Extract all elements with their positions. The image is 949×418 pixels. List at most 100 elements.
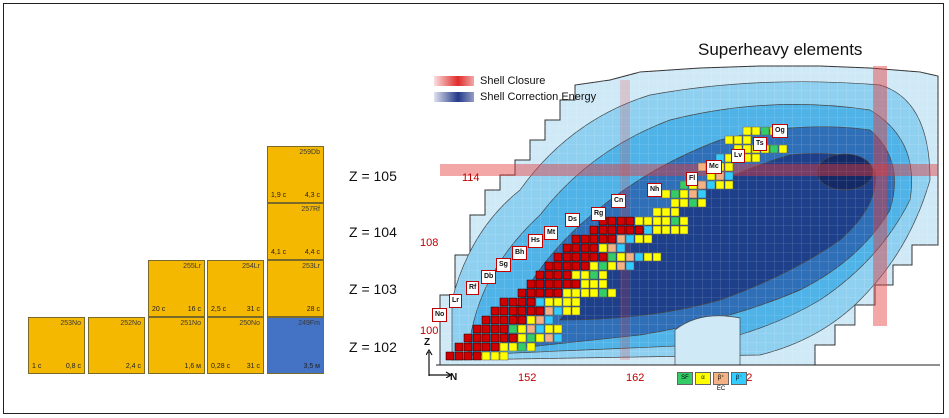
legend-shell-closure: Shell Closure [434,75,545,87]
nuclide-square [733,135,743,145]
nuclide-square [616,252,626,262]
element-label: Ts [753,137,767,151]
decay-ec: β⁺ EC [713,372,729,392]
isotope-label: 252No [120,320,141,327]
nuclide-square [553,261,563,271]
nuclide-square [544,315,554,325]
z-label: Z = 102 [349,339,397,355]
nuclide-square [508,342,518,352]
nuclide-square [607,225,617,235]
nuclide-square [481,315,491,325]
element-label: Cn [611,194,627,208]
legend-label: Shell Closure [480,75,546,87]
isotope-label: 257Rf [301,206,320,213]
nuclide-square [697,162,707,172]
decay-legend: SF α β⁺ EC β⁻ [677,372,749,392]
nuclide-square [598,252,608,262]
half-life: 31 c [246,306,260,313]
nuclide-square [634,234,644,244]
nuclide-square [571,243,581,253]
legend-shell-correction: Shell Correction Energy [434,91,596,103]
decay-alpha: α [695,372,711,385]
nuclide-square [724,171,734,181]
shell-closure-band [873,66,887,326]
nuclide-square [463,342,473,352]
half-life: 20 c [152,306,166,313]
nuclide-square [463,351,473,361]
nuclide-square [544,261,554,271]
nuclide-square [589,270,599,280]
nuclide-square [490,333,500,343]
nuclide-square [544,324,554,334]
nuclide-square [652,225,662,235]
nuclide-square [526,279,536,289]
nuclide-square [517,315,527,325]
nuclide-square [688,198,698,208]
nuclide-square [571,306,581,316]
nuclide-square [679,216,689,226]
half-life: 28 c [306,306,320,313]
nuclide-square [517,324,527,334]
isotope-label: 251No [180,320,201,327]
half-life: 0,28 c [211,363,231,370]
element-label: Mt [544,226,559,240]
nuclide-square [517,288,527,298]
nuclide-square [517,306,527,316]
nuclide-cell: 254Lr 2,5 c 31 c [207,260,264,317]
nuclide-square [490,306,500,316]
nuclide-square [553,288,563,298]
nuclide-square [589,288,599,298]
nuclide-square [670,207,680,217]
nuclide-square [553,270,563,280]
nuclide-square [499,342,509,352]
nuclide-square [679,198,689,208]
decay-beta: β⁻ [731,372,747,385]
nuclide-square [562,252,572,262]
nuclide-square [634,225,644,235]
nuclide-square [697,180,707,190]
nuclide-square [661,189,671,199]
nuclide-square [661,216,671,226]
element-label: Lr [449,294,462,308]
nuclide-square [544,270,554,280]
isotope-label: 254Lr [242,263,260,270]
nuclide-square [751,153,761,163]
nuclide-square [445,351,455,361]
nuclide-square [508,315,518,325]
nuclide-square [607,261,617,271]
nuclide-square [553,333,563,343]
nuclide-square [490,351,500,361]
nuclide-square [589,225,599,235]
n-tick: 152 [518,372,537,384]
shell-closure-band [440,164,938,176]
nuclide-square [643,216,653,226]
nuclide-square [553,306,563,316]
nuclide-square [472,324,482,334]
nuclide-square [481,351,491,361]
nuclide-square [760,126,770,136]
z-tick: 100 [420,325,439,337]
nuclide-square [607,243,617,253]
half-life: 2,4 c [125,363,141,370]
nuclide-square [679,225,689,235]
z-tick: 108 [420,237,439,249]
nuclide-square [580,270,590,280]
nuclide-square [589,252,599,262]
element-label: Hs [528,234,543,248]
nuclide-square [751,126,761,136]
nuclide-cell: 255Lr 20 c 16 c [148,260,205,317]
nuclide-square [598,225,608,235]
z-label: Z = 103 [349,281,397,297]
element-label: Og [772,124,788,138]
nuclide-square [598,234,608,244]
isotope-label: 253No [60,320,81,327]
nuclide-square [661,225,671,235]
nuclide-square [499,315,509,325]
nuclide-square [589,234,599,244]
isotope-label: 255Lr [183,263,201,270]
nuclide-square [544,279,554,289]
element-label: Rf [466,281,480,295]
nuclide-square [499,351,509,361]
nuclide-square [562,279,572,289]
half-life: 2,5 c [211,306,227,313]
